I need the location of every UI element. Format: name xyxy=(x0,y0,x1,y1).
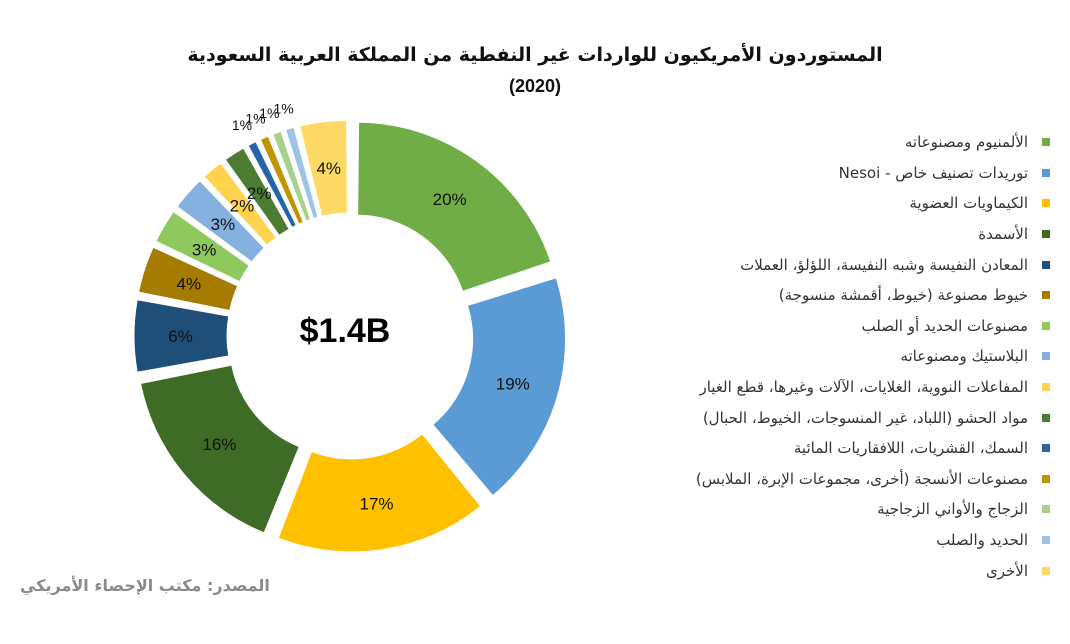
legend-label: الأسمدة xyxy=(978,225,1028,244)
legend-swatch xyxy=(1042,260,1050,269)
legend-label: الحديد والصلب xyxy=(936,531,1028,550)
donut-slice xyxy=(259,135,304,225)
slice-data-label: 6% xyxy=(168,327,193,346)
legend-swatch xyxy=(1042,321,1050,330)
slice-data-label: 20% xyxy=(433,190,467,209)
chart-title: المستوردون الأمريكيون للواردات غير النفط… xyxy=(187,44,883,66)
legend-item: الحديد والصلب xyxy=(600,525,1050,556)
donut-slice xyxy=(285,126,319,220)
legend-swatch xyxy=(1042,291,1050,300)
legend-swatch xyxy=(1042,199,1050,208)
legend-item: البلاستيك ومصنوعاته xyxy=(600,341,1050,372)
slice-data-label: 19% xyxy=(496,374,530,393)
donut-slice xyxy=(139,364,300,534)
legend-item: مصنوعات الأنسجة (أخرى، مجموعات الإبرة، ا… xyxy=(600,464,1050,495)
legend-label: الكيماويات العضوية xyxy=(909,194,1028,213)
legend-item: الألمنيوم ومصنوعاته xyxy=(600,127,1050,158)
donut-chart: 20%19%17%16%6%4%3%3%2%2%1%1%1%1%4% $1.4B xyxy=(133,100,567,553)
legend-item: مصنوعات الحديد أو الصلب xyxy=(600,311,1050,342)
slice-data-label: 4% xyxy=(316,159,341,178)
legend-label: توريدات تصنيف خاص - Nesoi xyxy=(838,163,1028,182)
legend-swatch xyxy=(1042,566,1050,575)
legend-label: السمك، القشريات، اللافقاريات المائية xyxy=(793,439,1028,458)
legend-swatch xyxy=(1042,474,1050,483)
chart-legend: الألمنيوم ومصنوعاته توريدات تصنيف خاص - N… xyxy=(600,127,1050,586)
legend-swatch xyxy=(1042,413,1050,422)
slice-data-label: 3% xyxy=(211,215,236,234)
legend-item: الزجاج والأواني الزجاجية xyxy=(600,494,1050,525)
legend-label: البلاستيك ومصنوعاته xyxy=(900,347,1028,366)
legend-label: خيوط مصنوعة (خيوط، أقمشة منسوجة) xyxy=(778,286,1028,305)
slice-data-label: 16% xyxy=(202,435,236,454)
legend-item: توريدات تصنيف خاص - Nesoi xyxy=(600,158,1050,189)
legend-item: خيوط مصنوعة (خيوط، أقمشة منسوجة) xyxy=(600,280,1050,311)
legend-swatch xyxy=(1042,138,1050,147)
donut-slice xyxy=(272,130,312,222)
legend-swatch xyxy=(1042,230,1050,239)
center-total-label: $1.4B xyxy=(300,312,391,350)
legend-item: المفاعلات النووية، الغلايات، الآلات وغير… xyxy=(600,372,1050,403)
donut-slice xyxy=(247,140,297,229)
legend-label: الزجاج والأواني الزجاجية xyxy=(877,500,1028,519)
donut-slice xyxy=(133,299,230,373)
legend-label: مواد الحشو (اللباد، غير المنسوجات، الخيو… xyxy=(702,408,1028,427)
legend-swatch xyxy=(1042,352,1050,361)
slice-data-label: 1% xyxy=(273,100,293,116)
slice-data-label: 17% xyxy=(360,494,394,513)
legend-swatch xyxy=(1042,536,1050,545)
legend-swatch xyxy=(1042,168,1050,177)
legend-label: المعادن النفيسة وشبه النفيسة، اللؤلؤ، ال… xyxy=(740,255,1028,274)
donut-slice xyxy=(203,162,277,246)
slice-data-label: 1% xyxy=(259,105,279,121)
slice-data-label: 2% xyxy=(247,184,272,203)
legend-swatch xyxy=(1042,383,1050,392)
legend-item: المعادن النفيسة وشبه النفيسة، اللؤلؤ، ال… xyxy=(600,249,1050,280)
legend-swatch xyxy=(1042,444,1050,453)
donut-slice xyxy=(176,180,265,263)
donut-slice xyxy=(299,119,348,217)
slice-data-label: 1% xyxy=(232,117,252,133)
legend-item: السمك، القشريات، اللافقاريات المائية xyxy=(600,433,1050,464)
slice-data-label: 3% xyxy=(192,241,217,260)
legend-label: مصنوعات الحديد أو الصلب xyxy=(861,316,1028,335)
legend-swatch xyxy=(1042,505,1050,514)
legend-item: الأسمدة xyxy=(600,219,1050,250)
donut-slice xyxy=(357,121,552,293)
donut-slice xyxy=(155,210,250,283)
chart-subtitle: (2020) xyxy=(508,76,562,96)
donut-slice xyxy=(137,246,239,312)
donut-slice xyxy=(432,277,567,497)
donut-slice xyxy=(224,147,290,237)
legend-label: المفاعلات النووية، الغلايات، الآلات وغير… xyxy=(699,378,1028,397)
source-note: المصدر: مكتب الإحصاء الأمريكي xyxy=(20,576,270,595)
legend-item: الكيماويات العضوية xyxy=(600,188,1050,219)
legend-item: الأخرى xyxy=(600,555,1050,586)
slice-data-label: 2% xyxy=(230,196,255,215)
donut-slice xyxy=(277,433,482,553)
legend-label: مصنوعات الأنسجة (أخرى، مجموعات الإبرة، ا… xyxy=(695,469,1028,488)
legend-item: مواد الحشو (اللباد، غير المنسوجات، الخيو… xyxy=(600,402,1050,433)
slice-data-label: 4% xyxy=(177,275,202,294)
slice-data-label: 1% xyxy=(245,111,265,127)
legend-label: الأخرى xyxy=(985,561,1028,580)
legend-label: الألمنيوم ومصنوعاته xyxy=(904,133,1028,152)
